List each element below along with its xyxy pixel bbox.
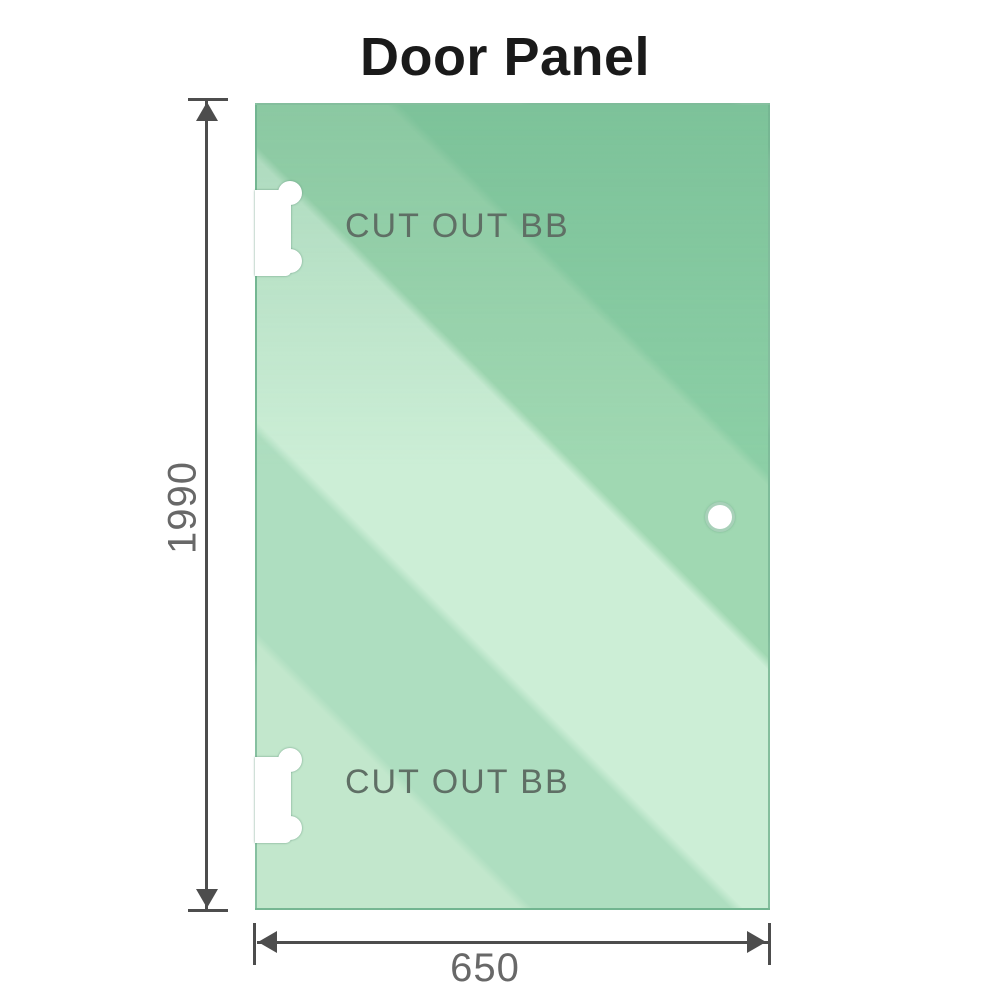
hinge-cutout-top: [255, 181, 305, 281]
width-extension-tick-left: [253, 923, 256, 965]
glass-door-panel: CUT OUT BB CUT OUT BB: [255, 103, 770, 910]
height-dimension-line: [205, 101, 208, 911]
hinge-cutout-lobe-bottom: [278, 816, 302, 840]
width-dimension-line: [257, 941, 769, 944]
arrow-up-icon: [196, 102, 218, 121]
hinge-cutout-bottom: [255, 748, 305, 848]
arrow-left-icon: [258, 931, 277, 953]
hinge-cutout-lobe-top: [278, 181, 302, 205]
diagram-title: Door Panel: [359, 27, 651, 87]
arrow-down-icon: [196, 889, 218, 908]
cutout-label-bottom: CUT OUT BB: [345, 763, 570, 801]
height-extension-cap-bottom: [188, 909, 228, 912]
cutout-label-top: CUT OUT BB: [345, 207, 570, 245]
height-dimension-label: 1990: [160, 461, 205, 554]
width-dimension-label: 650: [450, 946, 520, 990]
arrow-right-icon: [747, 931, 766, 953]
hinge-cutout-lobe-bottom: [278, 249, 302, 273]
handle-hole: [705, 502, 735, 532]
height-extension-cap-top: [188, 98, 228, 101]
width-extension-tick-right: [768, 923, 771, 965]
hinge-cutout-lobe-top: [278, 748, 302, 772]
